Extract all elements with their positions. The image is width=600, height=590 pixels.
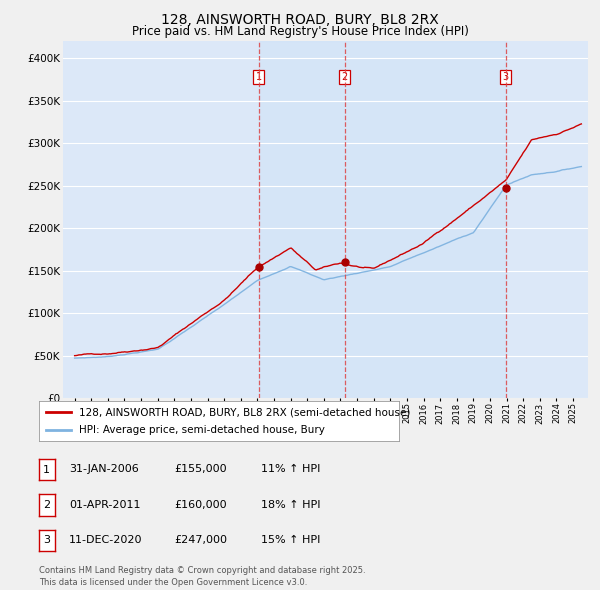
Point xyxy=(68,427,75,434)
Text: 11-DEC-2020: 11-DEC-2020 xyxy=(69,535,143,545)
Text: 31-JAN-2006: 31-JAN-2006 xyxy=(69,464,139,474)
Text: HPI: Average price, semi-detached house, Bury: HPI: Average price, semi-detached house,… xyxy=(79,425,325,435)
Text: £155,000: £155,000 xyxy=(174,464,227,474)
Text: Price paid vs. HM Land Registry's House Price Index (HPI): Price paid vs. HM Land Registry's House … xyxy=(131,25,469,38)
Bar xyxy=(259,41,506,398)
Point xyxy=(68,408,75,415)
Text: 128, AINSWORTH ROAD, BURY, BL8 2RX: 128, AINSWORTH ROAD, BURY, BL8 2RX xyxy=(161,13,439,27)
Text: Contains HM Land Registry data © Crown copyright and database right 2025.
This d: Contains HM Land Registry data © Crown c… xyxy=(39,566,365,587)
Text: 11% ↑ HPI: 11% ↑ HPI xyxy=(261,464,320,474)
Text: 01-APR-2011: 01-APR-2011 xyxy=(69,500,140,510)
Text: £160,000: £160,000 xyxy=(174,500,227,510)
Text: 3: 3 xyxy=(503,72,509,82)
Point xyxy=(43,408,50,415)
Text: 2: 2 xyxy=(341,72,348,82)
Text: 3: 3 xyxy=(43,536,50,545)
Text: 18% ↑ HPI: 18% ↑ HPI xyxy=(261,500,320,510)
Point xyxy=(43,427,50,434)
Text: 2: 2 xyxy=(43,500,50,510)
Text: 1: 1 xyxy=(256,72,262,82)
Text: 1: 1 xyxy=(43,465,50,474)
Text: 15% ↑ HPI: 15% ↑ HPI xyxy=(261,535,320,545)
Text: 128, AINSWORTH ROAD, BURY, BL8 2RX (semi-detached house): 128, AINSWORTH ROAD, BURY, BL8 2RX (semi… xyxy=(79,407,410,417)
Text: £247,000: £247,000 xyxy=(174,535,227,545)
